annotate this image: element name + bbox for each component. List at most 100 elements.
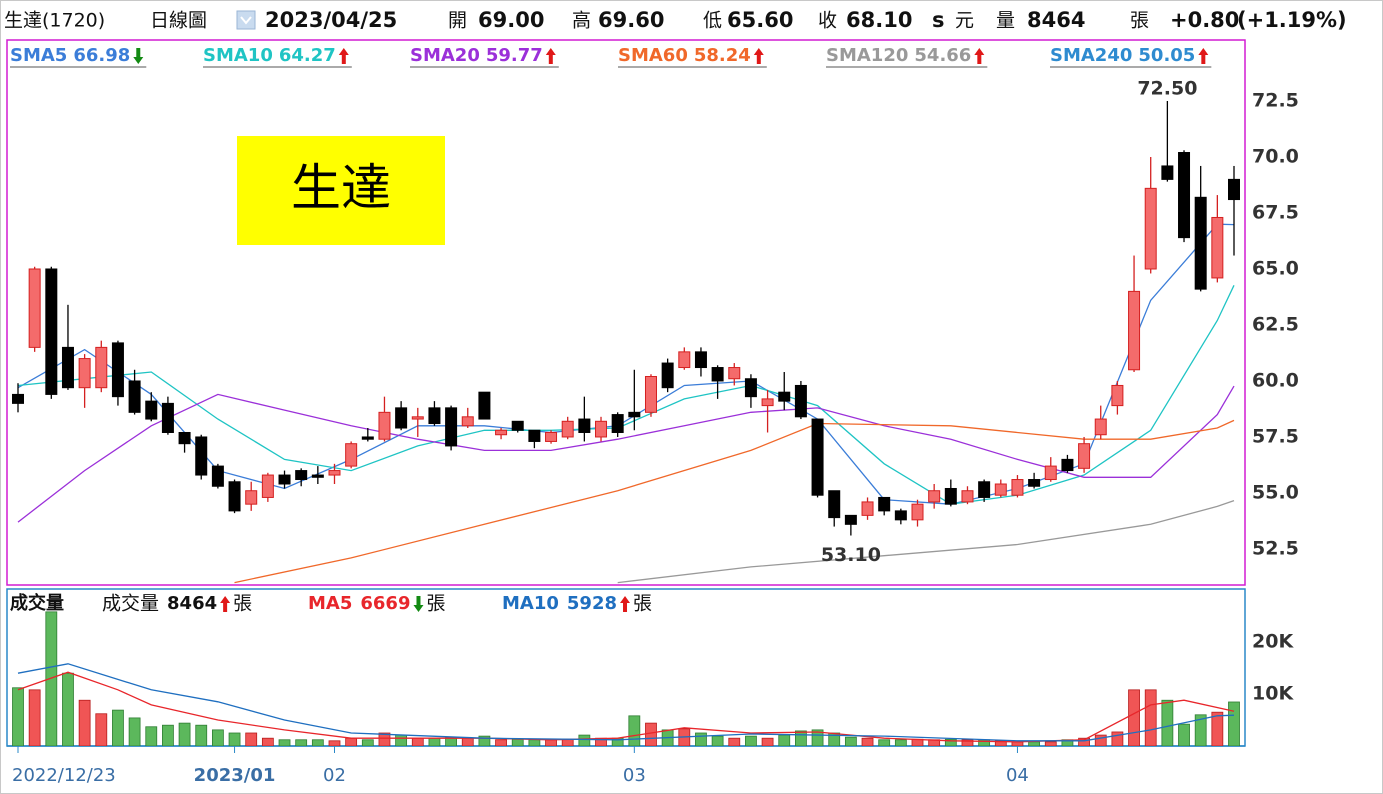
volume-bar (528, 739, 541, 746)
trend-arrow (1198, 48, 1209, 64)
candle-body (744, 378, 757, 398)
header-low-label: 低 (703, 10, 722, 32)
candle-body (461, 416, 474, 427)
volume-bar (1194, 714, 1207, 746)
x-tick-label: 03 (623, 765, 646, 786)
candle-body (978, 481, 991, 498)
volume-bar (1044, 741, 1057, 746)
volume-bar (1128, 689, 1140, 746)
trend-arrow (545, 48, 556, 64)
header-name: 生達(1720) (4, 10, 105, 32)
trend-arrow (974, 48, 985, 64)
volume-bar (778, 734, 791, 746)
candle-body (628, 411, 641, 418)
volume-bar (95, 713, 108, 746)
candle-body (1194, 196, 1207, 290)
y-tick-label: 70.0 (1252, 145, 1299, 167)
legend-value: 66.98 (73, 45, 130, 66)
volume-bar (245, 732, 258, 746)
volume-bar (1028, 741, 1041, 746)
volume-bar (211, 729, 224, 746)
candle-body (378, 411, 391, 440)
candle-body (728, 367, 741, 380)
volume-bar (578, 734, 591, 746)
legend-value: 5928 (567, 593, 617, 614)
y-tick-label: 67.5 (1252, 201, 1299, 223)
candle-body (778, 391, 791, 402)
volume-bar (178, 722, 191, 746)
sma-line (17, 385, 1235, 523)
volume-bar (961, 739, 974, 746)
volume-bar (395, 734, 408, 746)
trend-arrow (753, 48, 764, 64)
dropdown-icon[interactable] (236, 10, 256, 30)
candle-body (944, 487, 957, 505)
volume-bar (695, 732, 707, 746)
volume-bar (1178, 723, 1190, 746)
candle-body (844, 514, 857, 525)
legend-unit: 張 (426, 593, 445, 615)
volume-bar (545, 739, 557, 746)
volume-bar (295, 739, 308, 746)
legend-name: SMA10 (203, 45, 273, 66)
legend-name: SMA240 (1050, 45, 1132, 66)
candle-body (45, 268, 58, 395)
candle-body (28, 268, 41, 348)
volume-bar (428, 737, 441, 746)
legend-value: 58.24 (694, 45, 751, 66)
header: 生達(1720) 日線圖 2023/04/25 開 69.00 高 69.60 低 65.60 收… (4, 8, 1347, 32)
candle-body (811, 418, 824, 496)
volume-bar (112, 709, 124, 746)
candle-body (511, 420, 524, 431)
volume-bar (761, 737, 774, 746)
y-tick-label: 72.5 (1252, 89, 1299, 111)
volume-bar (278, 739, 291, 746)
candle-body (361, 436, 374, 440)
price-panel (6, 39, 1246, 586)
candle-body (228, 481, 241, 512)
candle-body (1161, 165, 1174, 180)
volume-bar (62, 672, 74, 746)
volume-bar (1078, 737, 1090, 746)
volume-bar (811, 729, 824, 746)
volume-bar (745, 735, 757, 746)
candle-body (561, 420, 574, 438)
volume-bar (12, 687, 24, 746)
volume-bar (328, 740, 341, 746)
legend-unit: 張 (233, 593, 252, 615)
legend-value: 50.05 (1138, 45, 1195, 66)
x-tick-label: 02 (323, 765, 346, 786)
legend-value: 59.77 (486, 45, 543, 66)
candle-body (894, 510, 907, 521)
volume-bar (145, 726, 158, 746)
candle-body (195, 436, 208, 476)
volume-bar (495, 739, 507, 746)
volume-bar (795, 730, 807, 746)
legend-name: SMA5 (10, 45, 67, 66)
volume-bar (511, 738, 524, 746)
trend-arrow (620, 596, 631, 612)
trend-arrow (220, 596, 231, 612)
header-close: 68.10 (846, 8, 912, 32)
candle-body (578, 418, 591, 433)
candle-body (611, 414, 624, 433)
volume-bar (228, 732, 241, 746)
candle-body (1211, 216, 1224, 279)
stock-tag-box (237, 136, 445, 245)
candle-body (161, 402, 174, 433)
y-tick-label: 55.0 (1252, 481, 1299, 503)
header-volume-label: 量 (996, 10, 1015, 32)
candle-body (278, 474, 291, 485)
volume-bar (1011, 741, 1024, 746)
candle-body (1078, 443, 1091, 469)
volume-bar (645, 722, 657, 746)
candle-body (761, 398, 774, 407)
trend-arrow (338, 48, 349, 64)
candle-body (1094, 418, 1107, 436)
candle-body (245, 490, 258, 505)
legend-name: SMA60 (618, 45, 688, 66)
header-change-pct: (+1.19%) (1237, 8, 1347, 32)
legend-unit: 張 (633, 593, 652, 615)
candle-body (478, 391, 491, 420)
volume-bar (195, 724, 208, 746)
